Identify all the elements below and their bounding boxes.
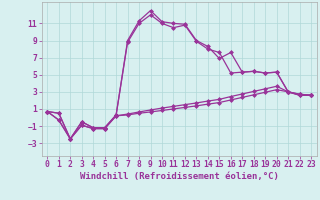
X-axis label: Windchill (Refroidissement éolien,°C): Windchill (Refroidissement éolien,°C) <box>80 172 279 181</box>
